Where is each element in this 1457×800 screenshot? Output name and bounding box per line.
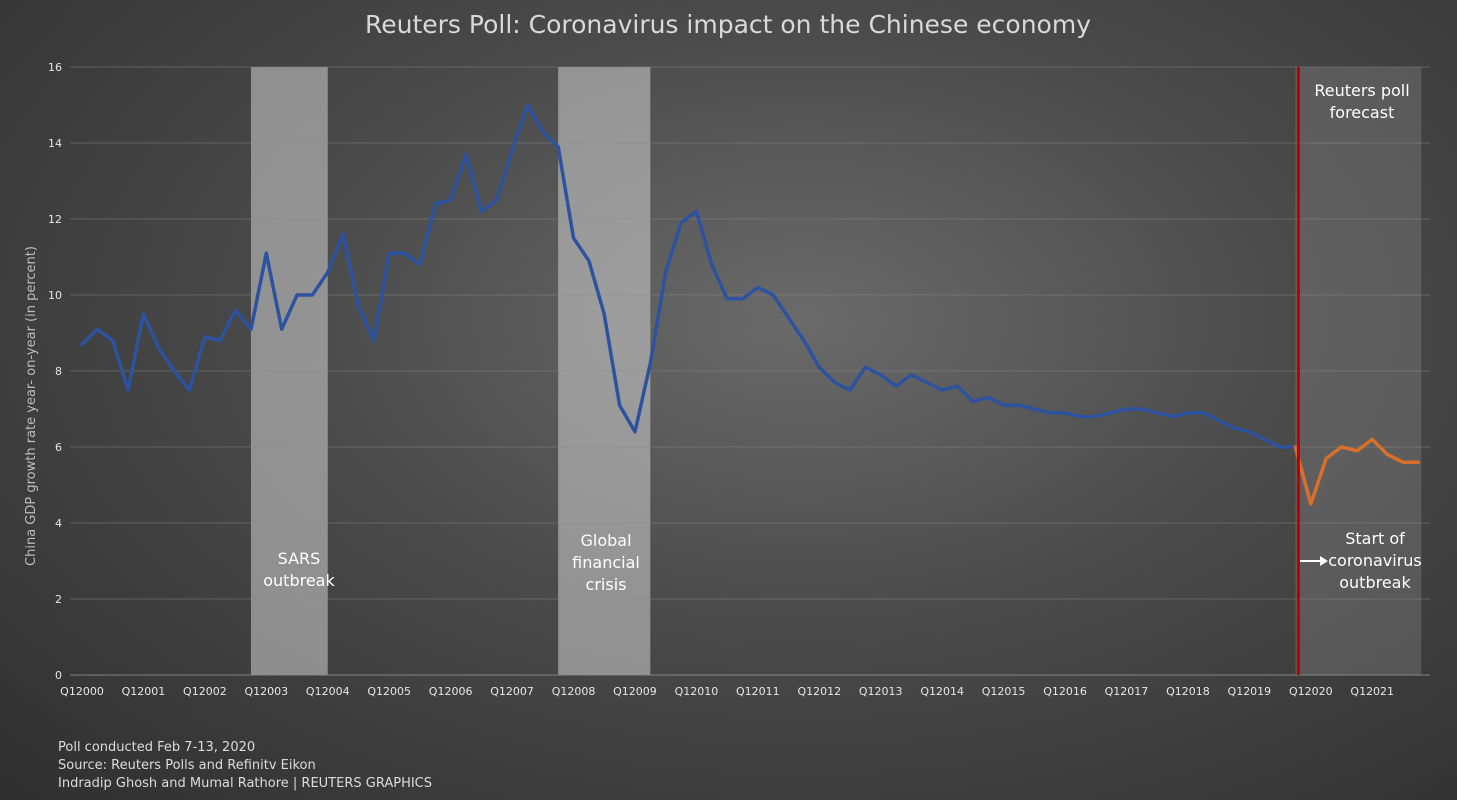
x-tick-label: Q12019 [1228,685,1272,698]
x-tick-label: Q12007 [490,685,534,698]
forecast-label: forecast [1330,103,1395,122]
x-tick-label: Q12020 [1289,685,1333,698]
x-tick-label: Q12003 [244,685,288,698]
footer: Poll conducted Feb 7-13, 2020 Source: Re… [58,739,432,793]
x-tick-label: Q12000 [60,685,104,698]
sars-label: outbreak [263,571,335,590]
forecast-band [1295,67,1422,675]
x-tick-label: Q12008 [552,685,596,698]
shaded-periods [250,67,1422,675]
x-tick-label: Q12013 [859,685,903,698]
footer-source: Source: Reuters Polls and Refinitv Eikon [58,758,316,773]
x-tick-label: Q12001 [122,685,166,698]
x-axis-ticks: Q12000 Q12001 Q12002 Q12003 Q12004 Q12005 Q120… [60,685,1394,698]
outbreak-annotation-label: Start of [1345,529,1405,548]
x-tick-label: Q12012 [797,685,841,698]
sars-label: SARS [278,549,321,568]
x-tick-label: Q12011 [736,685,780,698]
series-lines [80,103,1421,506]
y-tick-label: 12 [48,213,62,226]
y-tick-label: 4 [55,517,62,530]
arrow-head-icon [1320,556,1328,566]
x-tick-label: Q12006 [429,685,473,698]
chart-title: Reuters Poll: Coronavirus impact on the … [365,10,1091,39]
outbreak-annotation-label: coronavirus [1328,551,1422,570]
y-tick-label: 6 [55,441,62,454]
y-tick-label: 10 [48,289,62,302]
y-axis-label: China GDP growth rate year- on-year (in … [24,246,39,566]
x-tick-label: Q12014 [920,685,964,698]
x-tick-label: Q12009 [613,685,657,698]
y-axis-ticks: 0 2 4 6 8 10 12 14 16 [48,61,62,682]
y-tick-label: 16 [48,61,62,74]
x-tick-label: Q12004 [306,685,350,698]
y-tick-label: 2 [55,593,62,606]
forecast-label: Reuters poll [1314,81,1409,100]
financial-crisis-band [558,67,651,675]
outbreak-annotation-label: outbreak [1339,573,1411,592]
x-tick-label: Q12005 [367,685,411,698]
annotations: SARS outbreak Global financial crisis Reuters… [263,67,1422,675]
financial-crisis-label: crisis [586,575,627,594]
forecast-gdp-line [1293,437,1421,506]
y-tick-label: 8 [55,365,62,378]
gridlines [70,66,1430,676]
financial-crisis-label: Global [580,531,631,550]
actual-gdp-line [80,103,1298,449]
x-tick-label: Q12002 [183,685,227,698]
footer-credit: Indradip Ghosh and Mumal Rathore | REUTE… [58,776,433,791]
financial-crisis-label: financial [572,553,640,572]
y-tick-label: 0 [55,669,62,682]
y-tick-label: 14 [48,137,62,150]
x-tick-label: Q12017 [1105,685,1149,698]
x-tick-label: Q12021 [1350,685,1394,698]
x-tick-label: Q12018 [1166,685,1210,698]
sars-period-band [250,67,328,675]
x-tick-label: Q12010 [675,685,719,698]
footer-poll-date: Poll conducted Feb 7-13, 2020 [58,740,256,755]
x-tick-label: Q12016 [1043,685,1087,698]
x-tick-label: Q12015 [982,685,1026,698]
